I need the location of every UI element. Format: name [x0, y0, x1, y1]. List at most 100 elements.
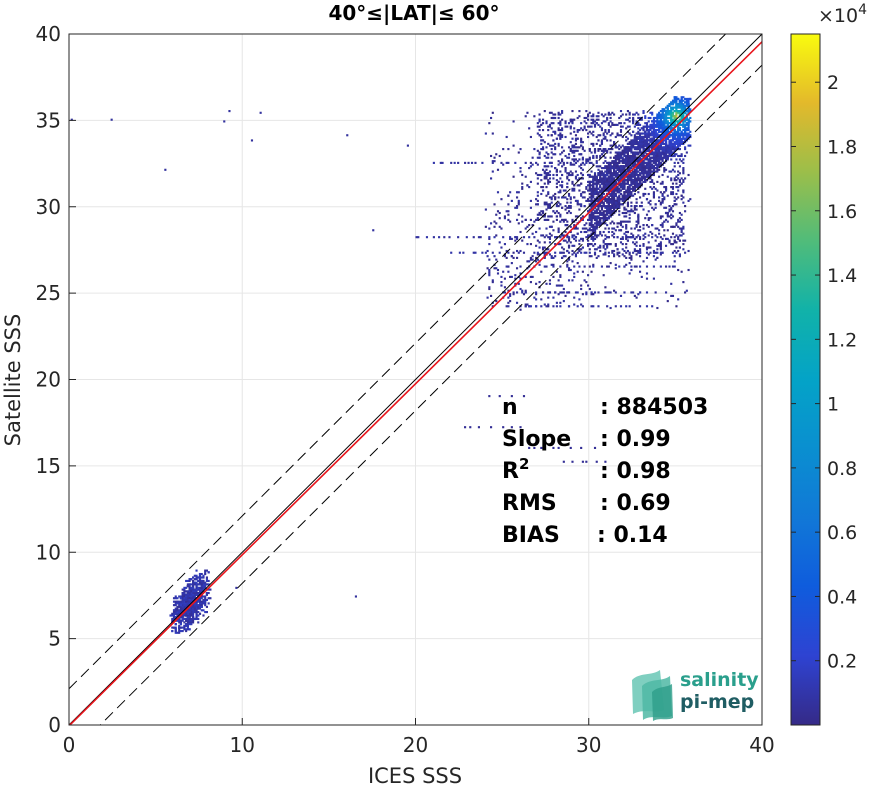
density-cell — [678, 154, 681, 158]
density-cell — [645, 125, 649, 128]
density-cell — [630, 179, 633, 182]
density-cell — [559, 203, 562, 206]
density-cell — [658, 153, 661, 156]
density-cell — [600, 189, 604, 192]
density-cell — [652, 154, 655, 158]
density-cell — [592, 154, 595, 158]
density-cell — [587, 113, 590, 116]
density-cell — [554, 236, 557, 239]
density-cell — [670, 116, 673, 120]
density-cell — [682, 170, 685, 173]
density-cell — [597, 168, 600, 171]
density-cell — [661, 160, 664, 163]
density-cell — [545, 186, 548, 189]
density-cell — [515, 236, 519, 239]
density-cell — [545, 251, 548, 254]
density-cell — [670, 108, 673, 111]
density-cell — [538, 173, 541, 177]
density-cell — [651, 132, 654, 135]
density-cell — [611, 194, 614, 197]
density-cell — [593, 201, 597, 204]
density-cell — [515, 249, 519, 253]
density-cell — [602, 274, 605, 277]
density-cell — [484, 132, 487, 135]
density-cell — [630, 154, 633, 158]
density-cell — [666, 213, 669, 216]
density-cell — [614, 291, 617, 294]
density-cell — [614, 243, 617, 246]
density-cell — [675, 113, 678, 116]
density-cell — [609, 199, 612, 202]
density-cell — [564, 168, 567, 171]
density-cell — [581, 129, 584, 132]
density-cell — [574, 149, 578, 152]
density-cell — [545, 177, 548, 180]
density-cell — [588, 215, 591, 218]
density-cell — [552, 210, 555, 213]
density-cell — [626, 158, 629, 161]
density-cell — [545, 151, 548, 154]
density-cell — [581, 270, 584, 273]
density-cell — [632, 172, 635, 175]
density-cell — [658, 130, 661, 133]
density-cell — [535, 218, 538, 221]
density-cell — [670, 115, 673, 118]
density-cell — [599, 210, 602, 213]
density-cell — [576, 160, 579, 163]
density-cell — [543, 141, 546, 144]
density-cell — [592, 203, 595, 206]
density-cell — [680, 104, 683, 107]
density-cell — [592, 217, 595, 220]
density-cell — [517, 203, 520, 206]
density-cell — [593, 192, 597, 196]
density-cell — [592, 305, 595, 308]
density-cell — [658, 149, 661, 152]
density-cell — [623, 180, 626, 183]
density-cell — [606, 218, 609, 221]
density-cell — [613, 198, 616, 201]
density-cell — [649, 186, 652, 189]
density-cell — [675, 148, 678, 151]
density-cell — [675, 139, 678, 142]
density-cell — [571, 180, 574, 183]
density-cell — [567, 210, 571, 213]
density-cell — [550, 144, 553, 147]
density-cell — [647, 161, 650, 164]
density-cell — [642, 139, 645, 142]
density-cell — [597, 139, 600, 142]
density-cell — [614, 205, 617, 208]
density-cell — [595, 234, 598, 237]
density-cell — [593, 125, 597, 128]
density-cell — [633, 156, 636, 159]
density-cell — [647, 175, 650, 178]
density-cell — [626, 192, 629, 196]
density-cell — [602, 175, 605, 178]
density-cell — [658, 134, 661, 137]
density-cell — [623, 232, 626, 235]
density-cell — [571, 189, 574, 192]
density-cell — [645, 123, 649, 126]
density-cell — [670, 111, 673, 114]
density-cell — [680, 106, 683, 109]
density-cell — [625, 154, 628, 158]
density-cell — [535, 293, 538, 296]
density-cell — [590, 220, 593, 223]
density-cell — [640, 163, 643, 166]
density-cell — [658, 146, 661, 149]
density-cell — [663, 115, 666, 118]
density-cell — [661, 199, 664, 202]
density-cell — [675, 153, 678, 156]
density-cell — [562, 248, 565, 251]
density-cell — [604, 149, 607, 152]
density-cell — [658, 151, 661, 154]
density-cell — [488, 237, 491, 240]
density-cell — [673, 265, 676, 268]
density-cell — [668, 144, 671, 147]
density-cell — [488, 270, 491, 273]
density-cell — [574, 158, 578, 161]
density-cell — [656, 129, 659, 132]
density-cell — [645, 265, 649, 268]
density-cell — [607, 205, 610, 208]
density-cell — [658, 139, 661, 142]
density-cell — [495, 300, 498, 303]
